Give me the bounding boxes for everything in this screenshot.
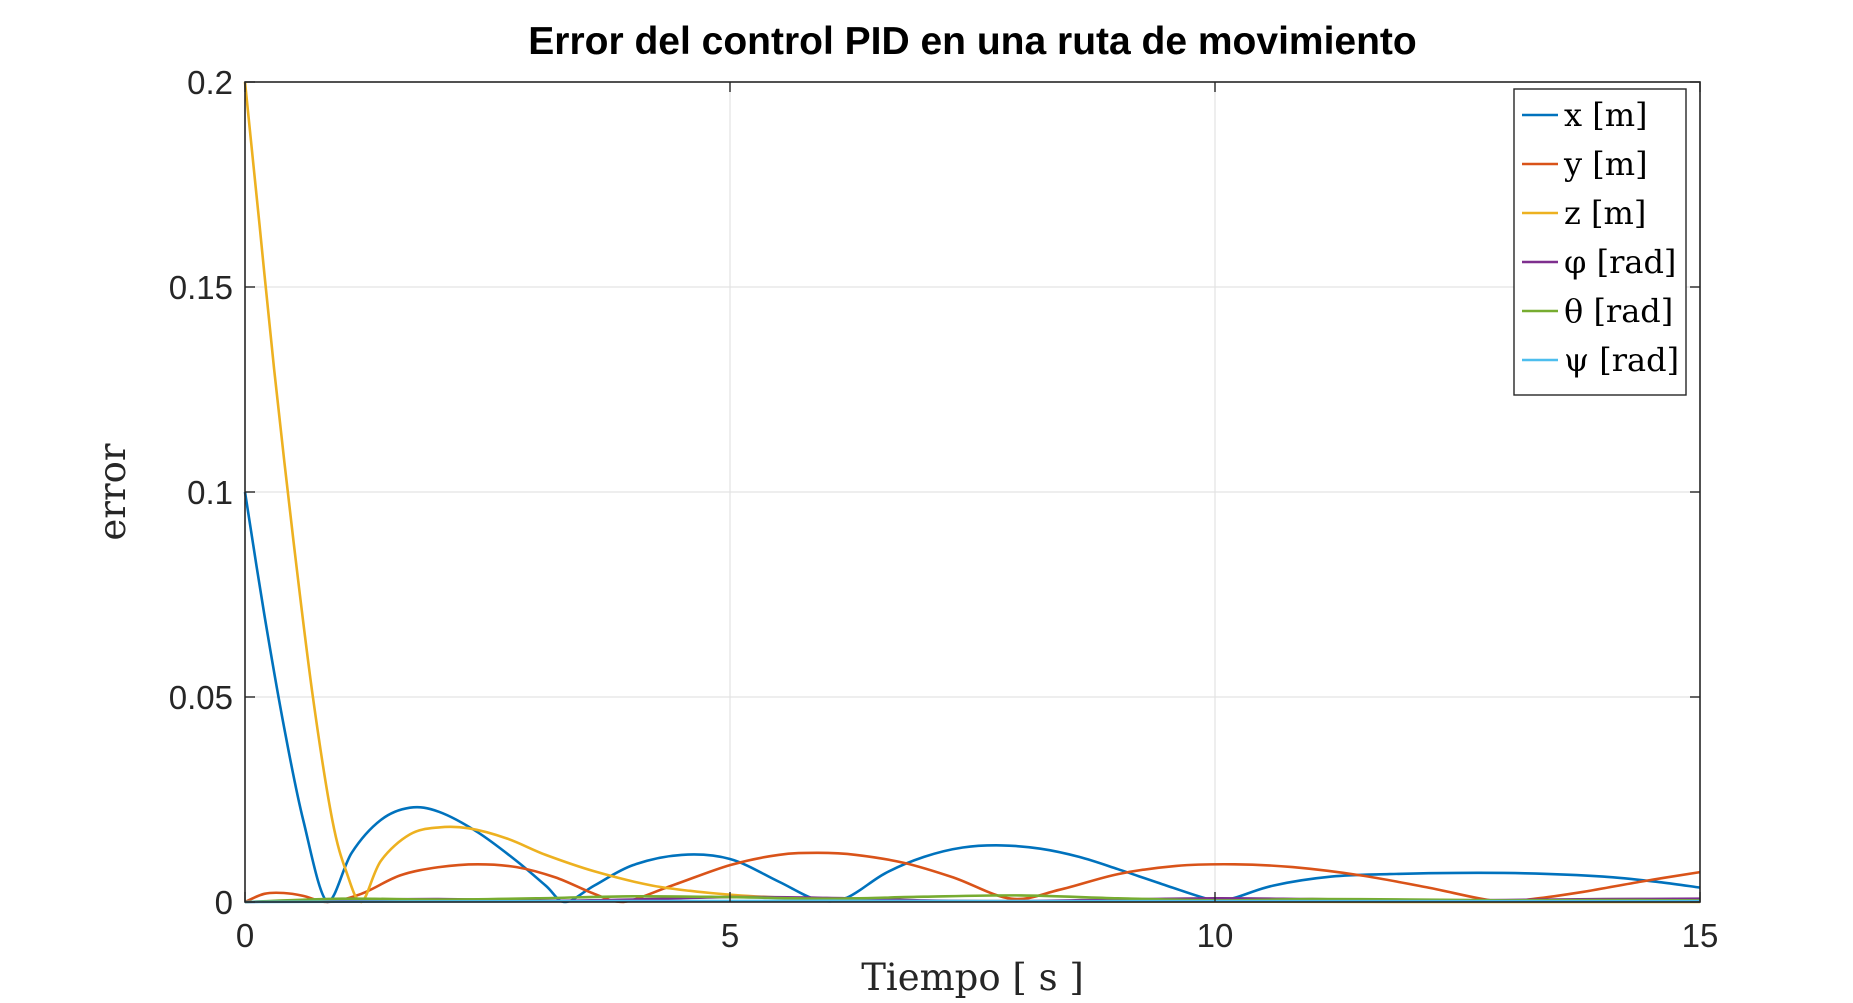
y-tick-label: 0.15 (169, 269, 233, 306)
x-tick-label: 5 (721, 917, 739, 954)
x-axis-label: Tiempo [ s ] (861, 956, 1084, 999)
y-tick-label: 0.2 (187, 64, 233, 101)
legend: x [m] y [m] z [m] φ [rad] θ [rad] ψ [rad] (1513, 88, 1687, 396)
series-line-2 (244, 851, 1701, 904)
legend-label-6: ψ [rad] (1564, 341, 1679, 379)
legend-box (1513, 88, 1687, 396)
legend-label-2: y [m] (1563, 145, 1648, 183)
x-tick-label: 10 (1197, 917, 1234, 954)
y-axis-label: error (91, 443, 134, 541)
y-tick-label: 0.1 (187, 474, 233, 511)
legend-label-1: x [m] (1564, 96, 1648, 134)
chart-title: Error del control PID en una ruta de mov… (528, 20, 1416, 63)
x-tick-label: 15 (1682, 917, 1719, 954)
y-tick-label: 0.05 (169, 679, 233, 716)
grid (245, 82, 1700, 902)
legend-label-5: θ [rad] (1564, 292, 1673, 330)
y-tick-label: 0 (215, 884, 233, 921)
x-tick-label: 0 (236, 917, 254, 954)
legend-label-4: φ [rad] (1564, 243, 1676, 281)
legend-label-3: z [m] (1564, 194, 1646, 232)
ticks: 0 5 10 15 0 0.05 0.1 0.15 0.2 (169, 64, 1719, 954)
